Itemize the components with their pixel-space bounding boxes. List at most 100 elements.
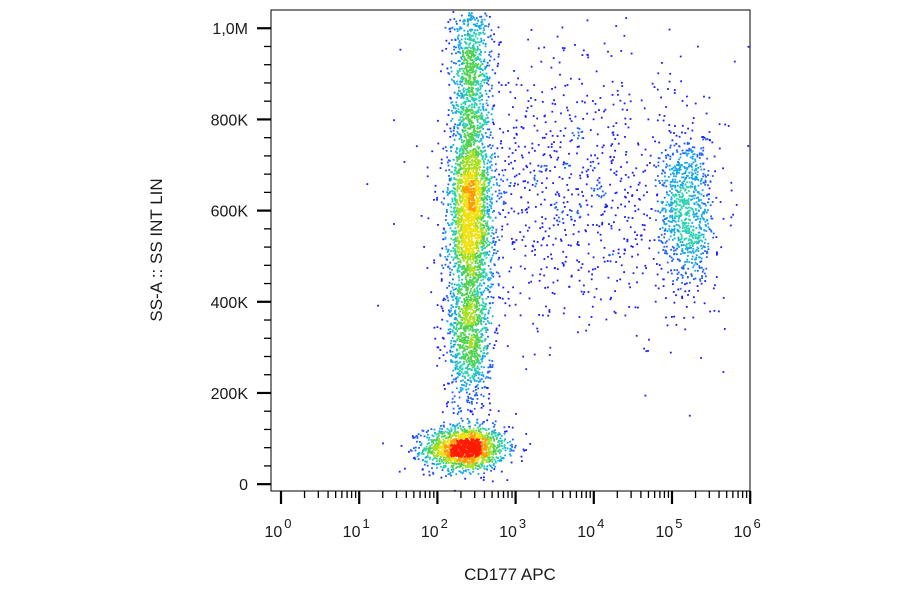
- scatter-point: [481, 387, 484, 389]
- scatter-point: [437, 346, 440, 349]
- scatter-point: [566, 84, 569, 86]
- scatter-point: [444, 430, 447, 433]
- scatter-point: [470, 84, 473, 87]
- scatter-point: [490, 164, 493, 166]
- scatter-point: [466, 289, 469, 291]
- scatter-point: [527, 206, 530, 209]
- scatter-point: [470, 294, 473, 297]
- scatter-point: [684, 244, 687, 247]
- scatter-point: [479, 431, 482, 434]
- scatter-point: [694, 179, 697, 181]
- scatter-point: [473, 38, 476, 41]
- scatter-point: [624, 249, 626, 252]
- scatter-point: [551, 110, 554, 113]
- scatter-point: [698, 205, 701, 208]
- scatter-point: [454, 340, 457, 343]
- scatter-point: [470, 381, 472, 383]
- scatter-point: [667, 271, 669, 274]
- scatter-point: [481, 142, 484, 145]
- scatter-point: [511, 446, 513, 448]
- scatter-point: [453, 209, 456, 212]
- scatter-point: [480, 323, 483, 325]
- scatter-point: [474, 424, 477, 427]
- scatter-point: [537, 47, 540, 50]
- scatter-point: [621, 108, 624, 111]
- scatter-point: [657, 164, 660, 167]
- scatter-point: [565, 256, 568, 258]
- scatter-point: [579, 174, 581, 177]
- scatter-point: [696, 173, 699, 176]
- scatter-point: [462, 70, 465, 72]
- scatter-point: [447, 328, 450, 331]
- scatter-point: [458, 158, 460, 161]
- scatter-point: [465, 304, 468, 307]
- scatter-point: [479, 379, 481, 382]
- scatter-point: [706, 194, 708, 197]
- scatter-point: [466, 63, 469, 66]
- scatter-point: [685, 153, 688, 155]
- scatter-point: [458, 407, 461, 410]
- scatter-point: [466, 66, 469, 69]
- scatter-point: [559, 73, 561, 76]
- scatter-point: [456, 413, 459, 415]
- scatter-point: [541, 191, 544, 193]
- scatter-point: [480, 284, 483, 287]
- scatter-point: [459, 60, 461, 63]
- scatter-point: [486, 212, 489, 215]
- scatter-point: [589, 129, 592, 131]
- scatter-point: [694, 102, 697, 105]
- scatter-point: [531, 244, 534, 247]
- scatter-point: [456, 319, 459, 322]
- scatter-point: [456, 355, 458, 357]
- scatter-point: [481, 178, 484, 180]
- scatter-point: [540, 165, 543, 168]
- scatter-point: [449, 274, 451, 276]
- scatter-point: [463, 57, 466, 60]
- scatter-point: [483, 427, 486, 430]
- scatter-point: [700, 282, 703, 285]
- scatter-point: [454, 368, 457, 371]
- scatter-point: [447, 109, 450, 111]
- scatter-point: [499, 142, 502, 145]
- scatter-point: [464, 336, 467, 338]
- scatter-point: [593, 189, 595, 192]
- scatter-point: [478, 316, 481, 319]
- scatter-point: [720, 246, 723, 249]
- scatter-point: [487, 265, 490, 267]
- scatter-point: [466, 283, 469, 285]
- scatter-point: [684, 261, 686, 263]
- scatter-point: [470, 401, 473, 403]
- scatter-point: [681, 173, 684, 175]
- scatter-point: [479, 254, 482, 256]
- scatter-point: [452, 258, 455, 261]
- scatter-point: [435, 460, 438, 462]
- scatter-point: [676, 168, 678, 170]
- scatter-point: [723, 328, 726, 330]
- scatter-point: [460, 167, 463, 170]
- scatter-point: [463, 305, 465, 308]
- scatter-point: [514, 444, 517, 447]
- scatter-point: [435, 457, 438, 460]
- scatter-point: [482, 270, 485, 273]
- scatter-point: [682, 203, 685, 206]
- scatter-point: [475, 324, 477, 327]
- scatter-point: [482, 105, 485, 108]
- scatter-point: [475, 103, 478, 105]
- scatter-point: [713, 309, 716, 312]
- scatter-point: [641, 272, 644, 275]
- scatter-point: [489, 306, 492, 309]
- scatter-point: [479, 130, 482, 133]
- scatter-point: [477, 118, 480, 121]
- scatter-point: [624, 117, 627, 120]
- scatter-point: [636, 189, 638, 191]
- scatter-point: [468, 71, 471, 74]
- scatter-point: [491, 211, 494, 213]
- scatter-point: [466, 154, 469, 157]
- scatter-point: [471, 71, 474, 74]
- scatter-point: [454, 343, 456, 346]
- scatter-point: [459, 83, 462, 85]
- scatter-point: [698, 221, 701, 224]
- scatter-point: [493, 176, 496, 178]
- scatter-point: [503, 445, 506, 448]
- scatter-point: [475, 402, 478, 404]
